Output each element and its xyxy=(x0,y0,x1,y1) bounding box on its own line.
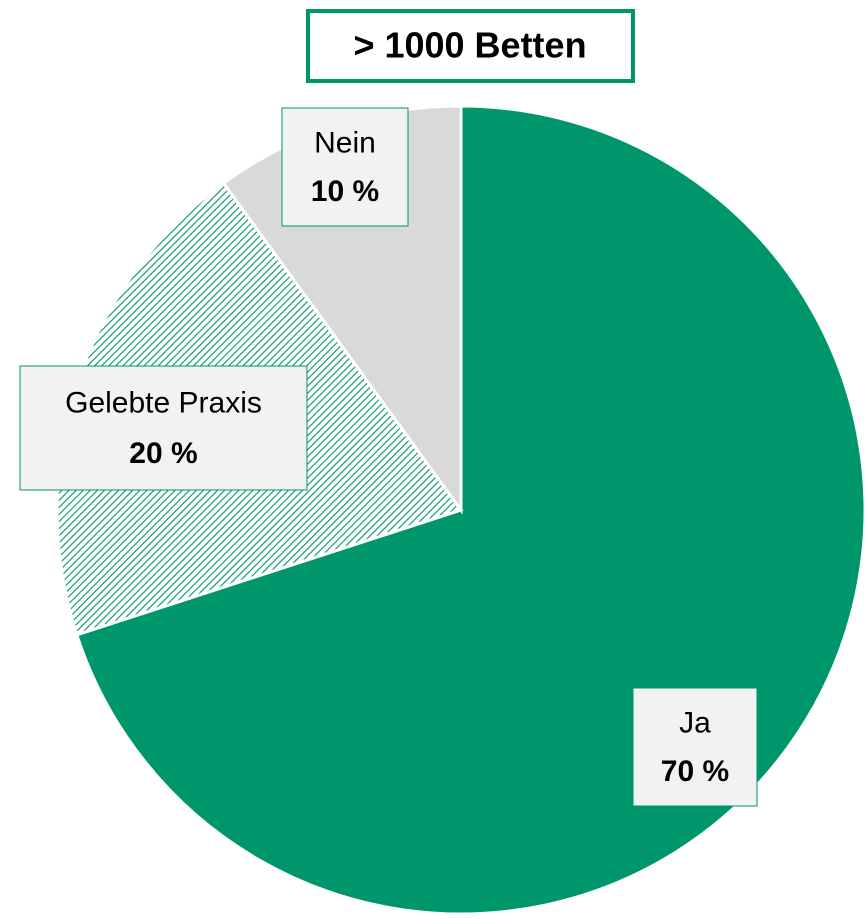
label-box xyxy=(281,107,409,227)
value-label: 70 % xyxy=(661,755,729,788)
title-box xyxy=(306,9,635,83)
slice-label: Ja xyxy=(679,707,711,740)
slice-label: Nein xyxy=(314,127,376,160)
slice-label: Gelebte Praxis xyxy=(65,386,262,419)
label-box xyxy=(19,365,308,491)
labels: Ja 70 % Gelebte Praxis 20 % Nein 10 % xyxy=(19,107,758,807)
chart-title: > 1000 Betten xyxy=(353,25,586,66)
value-label: 20 % xyxy=(129,437,197,470)
value-label: 10 % xyxy=(311,175,379,208)
label-box xyxy=(632,687,758,807)
